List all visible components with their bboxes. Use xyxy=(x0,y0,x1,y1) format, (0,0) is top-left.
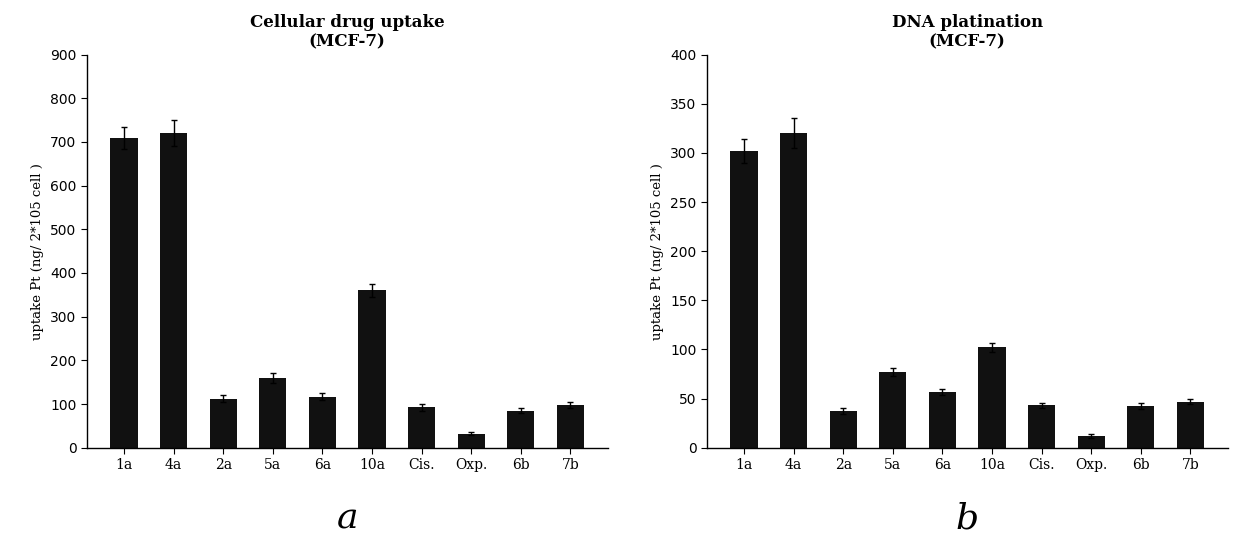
Bar xyxy=(110,138,138,448)
Bar xyxy=(1177,401,1204,448)
Y-axis label: uptake Pt (ng/ 2*105 cell ): uptake Pt (ng/ 2*105 cell ) xyxy=(651,163,665,340)
Bar xyxy=(1028,406,1055,448)
Bar xyxy=(458,434,485,448)
Bar xyxy=(780,133,807,448)
Bar xyxy=(730,151,758,448)
Bar xyxy=(557,405,584,448)
Text: b: b xyxy=(956,501,978,535)
Bar xyxy=(408,407,435,448)
Bar xyxy=(879,372,906,448)
Title: Cellular drug uptake
(MCF-7): Cellular drug uptake (MCF-7) xyxy=(250,14,444,50)
Bar xyxy=(358,290,386,448)
Bar xyxy=(1078,436,1105,448)
Title: DNA platination
(MCF-7): DNA platination (MCF-7) xyxy=(892,14,1043,50)
Bar xyxy=(1127,406,1154,448)
Bar xyxy=(210,399,237,448)
Bar xyxy=(309,396,336,448)
Bar xyxy=(160,133,187,448)
Text: a: a xyxy=(336,501,358,535)
Bar xyxy=(929,391,956,448)
Bar xyxy=(259,378,286,448)
Bar xyxy=(507,411,534,448)
Bar xyxy=(978,347,1006,448)
Bar xyxy=(830,411,857,448)
Y-axis label: uptake Pt (ng/ 2*105 cell ): uptake Pt (ng/ 2*105 cell ) xyxy=(31,163,45,340)
